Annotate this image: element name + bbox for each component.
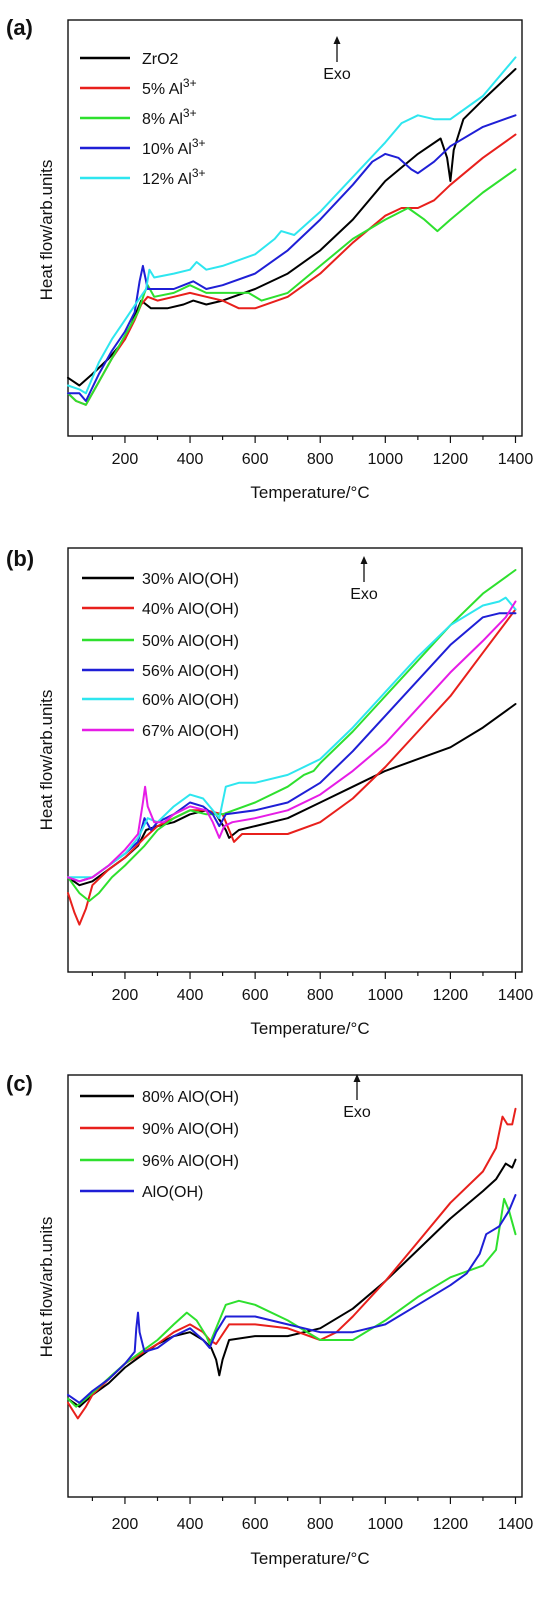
- panel-label-c: (c): [6, 1071, 33, 1096]
- x-tick-label: 1000: [368, 451, 404, 468]
- legend-label-alo-oh: AlO(OH): [142, 1184, 203, 1201]
- x-tick-label: 1400: [498, 987, 534, 1004]
- x-tick-label: 600: [242, 451, 269, 468]
- legend-label-80-alo-oh: 80% AlO(OH): [142, 1089, 239, 1106]
- legend-label-96-alo-oh: 96% AlO(OH): [142, 1153, 239, 1170]
- legend-label-30-alo-oh: 30% AlO(OH): [142, 571, 239, 588]
- legend-label-60-alo-oh: 60% AlO(OH): [142, 692, 239, 709]
- series-line-10-al3: [67, 114, 517, 402]
- series-line-60-alo-oh: [67, 596, 517, 879]
- x-tick-label: 400: [177, 987, 204, 1004]
- x-tick-label: 600: [242, 1516, 269, 1533]
- legend-label-40-alo-oh: 40% AlO(OH): [142, 601, 239, 618]
- legend-label-8-al3: 8% Al3+: [142, 106, 197, 128]
- legend-label-56-alo-oh: 56% AlO(OH): [142, 663, 239, 680]
- legend-label-5-al3: 5% Al3+: [142, 76, 197, 98]
- x-tick-label: 1200: [433, 987, 469, 1004]
- legend-label-90-alo-oh: 90% AlO(OH): [142, 1121, 239, 1138]
- y-axis-label: Heat flow/arb.units: [37, 1217, 56, 1358]
- x-tick-label: 1400: [498, 451, 534, 468]
- x-tick-label: 400: [177, 451, 204, 468]
- x-tick-label: 800: [307, 987, 334, 1004]
- series-line-zro2: [67, 68, 517, 387]
- x-tick-label: 1200: [433, 451, 469, 468]
- y-axis-label: Heat flow/arb.units: [37, 690, 56, 831]
- x-tick-label: 400: [177, 1516, 204, 1533]
- x-tick-label: 800: [307, 451, 334, 468]
- exo-arrowhead-icon: [333, 36, 341, 44]
- x-tick-label: 1000: [368, 987, 404, 1004]
- legend-label-67-alo-oh: 67% AlO(OH): [142, 723, 239, 740]
- panel-c: (c) 200 400 600 800 1000 1200 1400 Temperature/°…: [6, 1071, 533, 1568]
- panel-label-b: (b): [6, 546, 34, 571]
- x-axis-label: Temperature/°C: [250, 483, 369, 502]
- series-line-80-alo-oh: [67, 1158, 517, 1408]
- panel-label-a: (a): [6, 15, 33, 40]
- x-tick-label: 1400: [498, 1516, 534, 1533]
- legend: ZrO2 5% Al3+ 8% Al3+ 10% Al3+ 12% Al3+: [80, 51, 206, 188]
- panel-b: (b) 200 400 600 800 1000 1200 1400 Temperature/°…: [6, 546, 533, 1038]
- series-line-8-al3: [67, 168, 517, 406]
- series-line-alo-oh: [67, 1194, 517, 1404]
- y-axis-label: Heat flow/arb.units: [37, 160, 56, 301]
- exo-arrowhead-icon: [360, 556, 368, 564]
- exo-label: Exo: [343, 1104, 371, 1121]
- exo-arrowhead-icon: [353, 1074, 361, 1082]
- plot-frame: [67, 1074, 523, 1498]
- legend: 30% AlO(OH) 40% AlO(OH) 50% AlO(OH) 56% AlO…: [82, 571, 239, 740]
- series-line-67-alo-oh: [67, 600, 517, 883]
- x-axis-label: Temperature/°C: [250, 1549, 369, 1568]
- series-line-12-al3: [67, 56, 517, 395]
- x-tick-label: 600: [242, 987, 269, 1004]
- series-line-40-alo-oh: [67, 608, 517, 926]
- exo-label: Exo: [323, 66, 351, 83]
- plot-frame: [67, 547, 523, 973]
- x-tick-label: 200: [112, 451, 139, 468]
- x-tick-label: 200: [112, 1516, 139, 1533]
- series-line-30-alo-oh: [67, 703, 517, 887]
- series-line-50-alo-oh: [67, 569, 517, 902]
- exo-label: Exo: [350, 586, 378, 603]
- legend-label-12-al3: 12% Al3+: [142, 166, 206, 188]
- series-line-96-alo-oh: [67, 1197, 517, 1408]
- x-tick-label: 200: [112, 987, 139, 1004]
- series-line-90-alo-oh: [67, 1107, 517, 1420]
- x-axis-label: Temperature/°C: [250, 1019, 369, 1038]
- x-tick-label: 800: [307, 1516, 334, 1533]
- legend-label-10-al3: 10% Al3+: [142, 136, 206, 158]
- x-tick-label: 1200: [433, 1516, 469, 1533]
- legend: 80% AlO(OH) 90% AlO(OH) 96% AlO(OH) AlO(OH): [80, 1089, 239, 1201]
- legend-label-zro2: ZrO2: [142, 51, 179, 68]
- x-tick-label: 1000: [368, 1516, 404, 1533]
- plot-frame: [67, 19, 523, 437]
- panel-a: (a) 200 400 600 800 1000 1200 1400 Temperature/°…: [6, 15, 533, 502]
- legend-label-50-alo-oh: 50% AlO(OH): [142, 633, 239, 650]
